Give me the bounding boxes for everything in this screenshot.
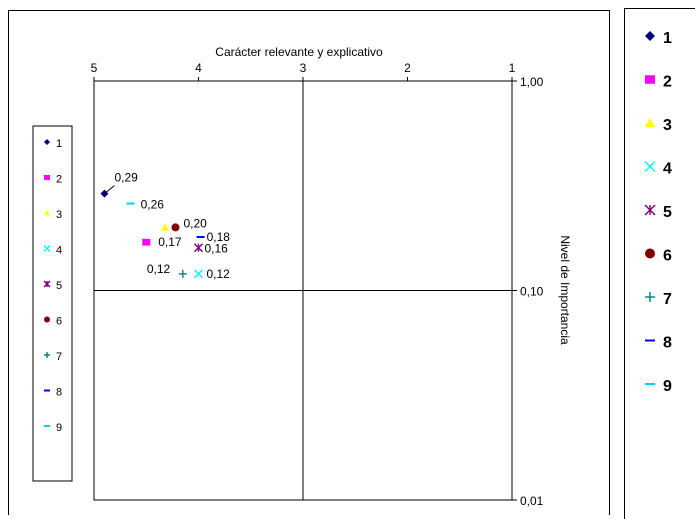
legend-layer: 1 2 3 4 5 6 7 8 9 (32, 125, 73, 482)
legend-marker-2 (44, 174, 50, 181)
legend-label: 3 (56, 209, 62, 221)
data-point-7 (178, 269, 187, 278)
right-legend-marker-1 (645, 31, 655, 41)
legend-label: 9 (56, 422, 62, 434)
right-legend-marker-6 (645, 248, 655, 259)
legend-label: 5 (56, 280, 62, 292)
legend-marker-5 (43, 280, 51, 288)
right-legend-label: 5 (663, 204, 672, 221)
right-legend-label: 6 (663, 248, 672, 265)
x-tick-label: 2 (404, 61, 411, 75)
right-legend-label: 1 (663, 30, 672, 47)
data-label: 0,16 (205, 242, 229, 256)
y-tick-label: 0,01 (520, 494, 544, 508)
data-point-3 (161, 223, 170, 231)
x-tick-label: 4 (195, 61, 202, 75)
data-point-2 (142, 238, 151, 246)
right-legend-marker-3 (645, 118, 655, 127)
data-label: 0,26 (141, 198, 165, 212)
data-label: 0,20 (184, 216, 208, 230)
right-legend-layer: 1 2 3 4 5 6 7 8 9 (644, 30, 672, 395)
legend-label: 6 (56, 316, 62, 328)
right-legend-label: 2 (663, 74, 672, 91)
legend-marker-7 (44, 352, 50, 358)
axes-layer: Carácter relevante y explicativo 5 4 3 2 1 1,0… (91, 45, 572, 508)
data-label: 0,12 (207, 267, 231, 281)
right-legend-label: 8 (663, 335, 672, 352)
legend-marker-6 (44, 316, 50, 323)
right-legend-label: 3 (663, 117, 672, 134)
x-tick-label: 3 (300, 61, 307, 75)
x-tick-label: 5 (91, 61, 98, 75)
data-point-5 (194, 243, 203, 253)
y-tick-label: 1,00 (520, 75, 544, 89)
data-label: 0,12 (147, 262, 171, 276)
legend-marker-4 (43, 245, 51, 252)
data-point-4 (194, 269, 203, 279)
x-tick-label: 1 (509, 61, 516, 75)
data-point-6 (171, 223, 180, 232)
legend-marker-3 (44, 210, 50, 216)
right-legend-label: 9 (663, 378, 672, 395)
legend-label: 8 (56, 387, 62, 399)
legend-marker-1 (44, 139, 50, 145)
data-label: 0,17 (158, 235, 182, 249)
points-layer: 0,29 0,17 0,12 0,16 0,20 0,12 0,18 0,26 (100, 171, 230, 281)
chart-frame (8, 10, 610, 515)
data-label: 0,18 (207, 230, 231, 244)
right-legend-marker-7 (645, 292, 655, 302)
right-legend-marker-4 (644, 161, 656, 172)
right-legend-marker-5 (644, 204, 656, 216)
y-tick-label: 0,10 (520, 285, 544, 299)
right-legend-frame (624, 8, 695, 519)
legend-label: 1 (56, 138, 62, 150)
x-axis-title: Carácter relevante y explicativo (215, 45, 383, 59)
right-legend-label: 4 (663, 161, 672, 178)
legend-label: 7 (56, 351, 62, 363)
legend-box (32, 125, 73, 482)
right-legend-label: 7 (663, 291, 672, 308)
legend-label: 2 (56, 174, 62, 186)
data-label-leader (104, 185, 115, 195)
data-label: 0,29 (114, 171, 138, 185)
right-legend-marker-2 (645, 75, 655, 84)
legend-label: 4 (56, 245, 62, 257)
y-axis-title: Nivel de Importancia (558, 235, 572, 345)
